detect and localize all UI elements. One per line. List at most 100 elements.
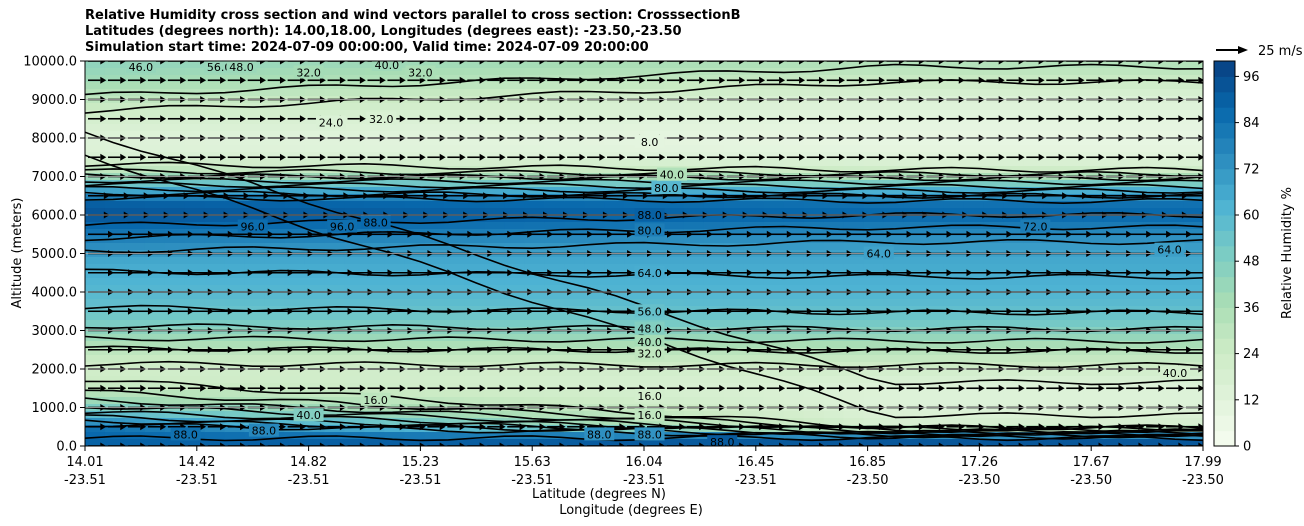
field-cell bbox=[743, 89, 765, 97]
field-cell bbox=[1043, 299, 1064, 307]
field-cell bbox=[1183, 61, 1203, 69]
field-cell bbox=[1023, 264, 1044, 272]
field-cell bbox=[284, 152, 306, 160]
field-cell bbox=[164, 299, 186, 307]
field-cell bbox=[224, 320, 246, 328]
field-cell bbox=[703, 152, 725, 160]
field-cell bbox=[604, 103, 625, 111]
field-cell bbox=[584, 166, 605, 174]
field-cell bbox=[963, 390, 984, 398]
field-cell bbox=[1043, 131, 1064, 139]
field-cell bbox=[1063, 124, 1084, 132]
field-cell bbox=[404, 208, 425, 216]
field-cell bbox=[1103, 215, 1124, 223]
field-cell bbox=[464, 110, 485, 118]
field-cell bbox=[584, 243, 605, 251]
field-cell bbox=[184, 257, 206, 265]
field-cell bbox=[763, 292, 785, 300]
field-cell bbox=[1163, 82, 1184, 90]
wind-arrow-head bbox=[699, 384, 706, 392]
field-cell bbox=[424, 131, 445, 139]
field-cell bbox=[164, 439, 186, 446]
field-cell bbox=[264, 278, 286, 286]
field-cell bbox=[584, 138, 605, 146]
field-cell bbox=[124, 117, 146, 125]
field-cell bbox=[783, 271, 805, 279]
field-cell bbox=[1003, 89, 1024, 97]
field-cell bbox=[444, 348, 465, 356]
wind-arrow-head bbox=[878, 153, 885, 161]
field-cell bbox=[723, 236, 745, 244]
field-cell bbox=[783, 131, 805, 139]
field-cell bbox=[564, 117, 585, 125]
field-cell bbox=[504, 439, 525, 446]
field-cell bbox=[104, 271, 126, 279]
field-cell bbox=[164, 82, 186, 90]
field-cell bbox=[404, 166, 425, 174]
field-cell bbox=[1063, 439, 1084, 446]
field-cell bbox=[264, 348, 286, 356]
field-cell bbox=[524, 194, 545, 202]
field-cell bbox=[923, 138, 945, 146]
field-cell bbox=[444, 68, 465, 76]
field-cell bbox=[863, 138, 885, 146]
field-cell bbox=[983, 138, 1004, 146]
field-cell bbox=[85, 229, 106, 237]
wind-arrow-head bbox=[779, 442, 786, 446]
field-cell bbox=[863, 341, 885, 349]
field-cell bbox=[344, 124, 366, 132]
field-cell bbox=[444, 362, 465, 370]
field-cell bbox=[783, 313, 805, 321]
field-cell bbox=[763, 159, 785, 167]
field-cell bbox=[1123, 348, 1144, 356]
field-cell bbox=[104, 257, 126, 265]
field-cell bbox=[1163, 418, 1184, 426]
wind-arrow-head bbox=[1198, 153, 1203, 161]
field-cell bbox=[144, 124, 166, 132]
field-cell bbox=[284, 201, 306, 209]
field-cell bbox=[464, 292, 485, 300]
field-cell bbox=[943, 110, 965, 118]
field-cell bbox=[284, 432, 306, 440]
field-cell bbox=[324, 320, 346, 328]
field-cell bbox=[1103, 68, 1124, 76]
field-cell bbox=[963, 152, 984, 160]
field-cell bbox=[823, 320, 845, 328]
field-cell bbox=[264, 82, 286, 90]
wind-arrow-head bbox=[819, 442, 826, 446]
field-cell bbox=[863, 229, 885, 237]
field-cell bbox=[1183, 82, 1203, 90]
field-cell bbox=[1163, 341, 1184, 349]
field-cell bbox=[1023, 306, 1044, 314]
wind-arrow-head bbox=[1181, 192, 1188, 200]
field-cell bbox=[244, 383, 266, 391]
field-cell bbox=[564, 201, 585, 209]
wind-arrow-head bbox=[479, 384, 486, 392]
field-cell bbox=[743, 138, 765, 146]
wind-arrow-head bbox=[319, 423, 326, 431]
field-cell bbox=[1083, 68, 1104, 76]
field-cell bbox=[384, 152, 406, 160]
field-cell bbox=[1003, 320, 1024, 328]
field-cell bbox=[524, 369, 545, 377]
wind-arrow-head bbox=[1206, 346, 1212, 353]
field-cell bbox=[184, 166, 206, 174]
field-cell bbox=[184, 383, 206, 391]
field-cell bbox=[1063, 89, 1084, 97]
field-cell bbox=[624, 411, 645, 419]
field-cell bbox=[983, 68, 1004, 76]
field-cell bbox=[464, 432, 485, 440]
field-cell bbox=[663, 124, 685, 132]
field-cell bbox=[464, 313, 485, 321]
field-cell bbox=[284, 320, 306, 328]
field-cell bbox=[943, 68, 965, 76]
wind-arrow-head bbox=[539, 442, 546, 446]
field-cell bbox=[1143, 369, 1164, 377]
wind-arrow-head bbox=[299, 442, 306, 446]
field-cell bbox=[763, 355, 785, 363]
wind-arrow-head bbox=[519, 423, 526, 431]
wind-arrow-head bbox=[1018, 442, 1025, 446]
field-cell bbox=[923, 285, 945, 293]
wind-arrow-head bbox=[659, 442, 666, 446]
field-cell bbox=[803, 194, 825, 202]
